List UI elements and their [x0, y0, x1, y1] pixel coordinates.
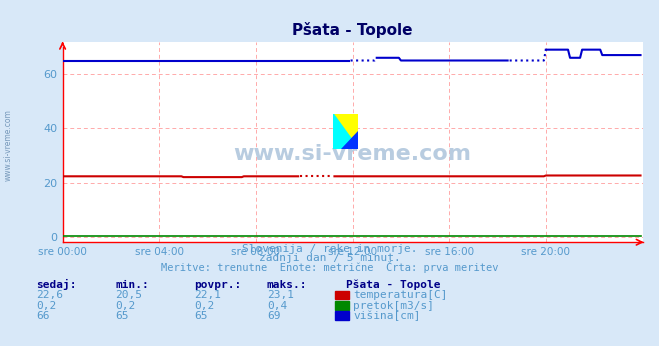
Text: 65: 65 [194, 311, 208, 321]
Text: 69: 69 [267, 311, 280, 321]
Text: Pšata - Topole: Pšata - Topole [346, 279, 440, 290]
Text: 0,2: 0,2 [115, 301, 136, 311]
Text: 65: 65 [115, 311, 129, 321]
Text: Meritve: trenutne  Enote: metrične  Črta: prva meritev: Meritve: trenutne Enote: metrične Črta: … [161, 261, 498, 273]
Text: 22,6: 22,6 [36, 290, 63, 300]
Polygon shape [333, 114, 358, 149]
Text: sedaj:: sedaj: [36, 279, 76, 290]
Text: pretok[m3/s]: pretok[m3/s] [353, 301, 434, 311]
Text: min.:: min.: [115, 280, 149, 290]
Text: Slovenija / reke in morje.: Slovenija / reke in morje. [242, 244, 417, 254]
Text: 0,4: 0,4 [267, 301, 287, 311]
Text: www.si-vreme.com: www.si-vreme.com [233, 144, 472, 164]
Text: temperatura[C]: temperatura[C] [353, 290, 447, 300]
Text: 66: 66 [36, 311, 49, 321]
Text: višina[cm]: višina[cm] [353, 311, 420, 321]
Text: www.si-vreme.com: www.si-vreme.com [3, 109, 13, 181]
Text: 22,1: 22,1 [194, 290, 221, 300]
Polygon shape [341, 131, 358, 149]
Text: 20,5: 20,5 [115, 290, 142, 300]
Text: 23,1: 23,1 [267, 290, 294, 300]
Text: zadnji dan / 5 minut.: zadnji dan / 5 minut. [258, 253, 401, 263]
Text: 0,2: 0,2 [36, 301, 57, 311]
Text: 0,2: 0,2 [194, 301, 215, 311]
Text: povpr.:: povpr.: [194, 280, 242, 290]
Title: Pšata - Topole: Pšata - Topole [293, 21, 413, 38]
Text: maks.:: maks.: [267, 280, 307, 290]
Polygon shape [333, 114, 358, 149]
